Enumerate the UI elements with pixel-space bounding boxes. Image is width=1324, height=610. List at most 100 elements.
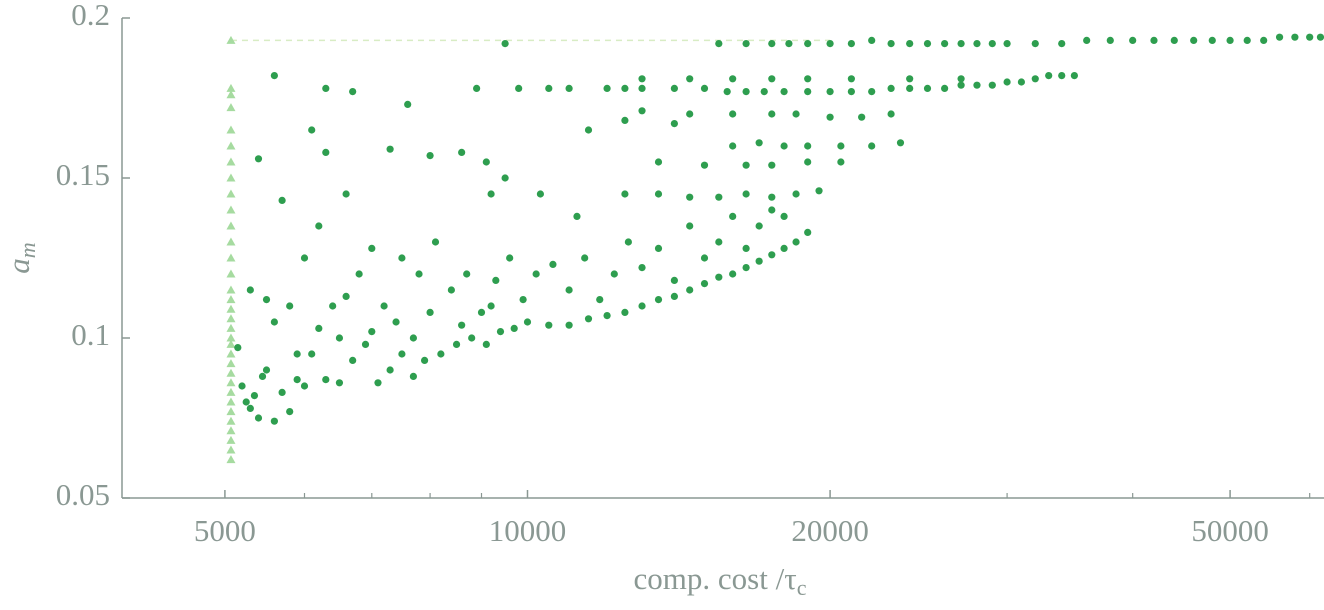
- point: [565, 286, 573, 294]
- point: [536, 190, 545, 198]
- point: [335, 334, 344, 342]
- triangle-point: [226, 333, 236, 342]
- point: [415, 270, 423, 278]
- point: [463, 270, 471, 278]
- point: [1031, 40, 1039, 48]
- point: [887, 40, 895, 48]
- point: [847, 88, 855, 96]
- point: [1106, 36, 1114, 45]
- point: [322, 84, 330, 92]
- point: [1260, 36, 1268, 45]
- point: [957, 81, 965, 89]
- point: [349, 88, 357, 96]
- triangle-point: [226, 387, 236, 396]
- point: [780, 88, 788, 96]
- point: [603, 84, 611, 92]
- point: [686, 286, 694, 294]
- point: [804, 142, 812, 150]
- triangle-point: [226, 455, 236, 464]
- point: [361, 340, 370, 348]
- point: [815, 187, 823, 195]
- y-tick-label: 0.05: [56, 477, 110, 512]
- point: [342, 292, 350, 300]
- point: [510, 324, 518, 332]
- point: [654, 158, 663, 166]
- point: [482, 158, 490, 166]
- point: [715, 193, 723, 201]
- point: [988, 81, 996, 89]
- point: [826, 113, 834, 121]
- point: [729, 212, 737, 220]
- point: [906, 40, 914, 48]
- point: [654, 296, 663, 304]
- point: [755, 222, 763, 230]
- point: [315, 222, 323, 230]
- point: [398, 254, 406, 262]
- triangle-point: [226, 90, 236, 99]
- point: [258, 372, 267, 380]
- triangle-point: [226, 221, 236, 230]
- triangle-point: [226, 173, 236, 182]
- point: [742, 161, 750, 169]
- point: [368, 244, 376, 252]
- triangle-point: [226, 359, 236, 368]
- point: [426, 152, 434, 160]
- point: [1003, 78, 1011, 86]
- point: [973, 81, 981, 89]
- point: [584, 126, 593, 134]
- point: [670, 276, 678, 284]
- point: [300, 382, 309, 390]
- point: [515, 84, 523, 92]
- point: [804, 75, 812, 83]
- y-axis-label-subscript: m: [15, 242, 40, 258]
- point: [487, 190, 495, 198]
- point: [1003, 40, 1011, 48]
- point: [398, 350, 406, 358]
- point: [1243, 36, 1251, 45]
- point: [768, 40, 776, 48]
- point: [329, 302, 337, 310]
- point: [768, 251, 776, 259]
- point: [386, 366, 394, 374]
- point: [760, 88, 768, 96]
- triangle-point: [226, 295, 236, 304]
- point: [545, 84, 553, 92]
- point: [941, 40, 949, 48]
- x-tick-label: 5000: [194, 513, 256, 548]
- point: [246, 404, 254, 412]
- point: [447, 286, 455, 294]
- point: [957, 75, 965, 83]
- point: [293, 350, 301, 358]
- point: [565, 84, 573, 92]
- y-axis-label-text: a: [1, 258, 36, 274]
- point: [973, 40, 981, 48]
- point: [234, 344, 242, 352]
- triangle-point: [226, 205, 236, 214]
- point: [1150, 36, 1158, 45]
- point: [584, 315, 593, 323]
- point: [1306, 33, 1314, 41]
- triangle-point: [226, 416, 236, 425]
- point: [621, 116, 629, 124]
- point: [755, 139, 763, 147]
- triangle-point: [226, 435, 236, 444]
- point: [501, 174, 509, 182]
- point: [549, 260, 557, 268]
- point: [404, 100, 412, 108]
- point: [286, 302, 294, 310]
- point: [837, 142, 845, 150]
- y-tick-label: 0.1: [71, 317, 110, 352]
- point: [804, 228, 812, 236]
- point: [638, 107, 646, 115]
- point: [278, 196, 286, 204]
- point: [501, 40, 509, 48]
- point: [496, 328, 505, 336]
- point: [477, 308, 486, 316]
- point: [792, 190, 800, 198]
- point: [715, 40, 723, 48]
- point: [437, 350, 445, 358]
- point: [420, 356, 429, 364]
- point: [670, 84, 678, 92]
- point: [686, 193, 694, 201]
- triangle-point: [226, 189, 236, 198]
